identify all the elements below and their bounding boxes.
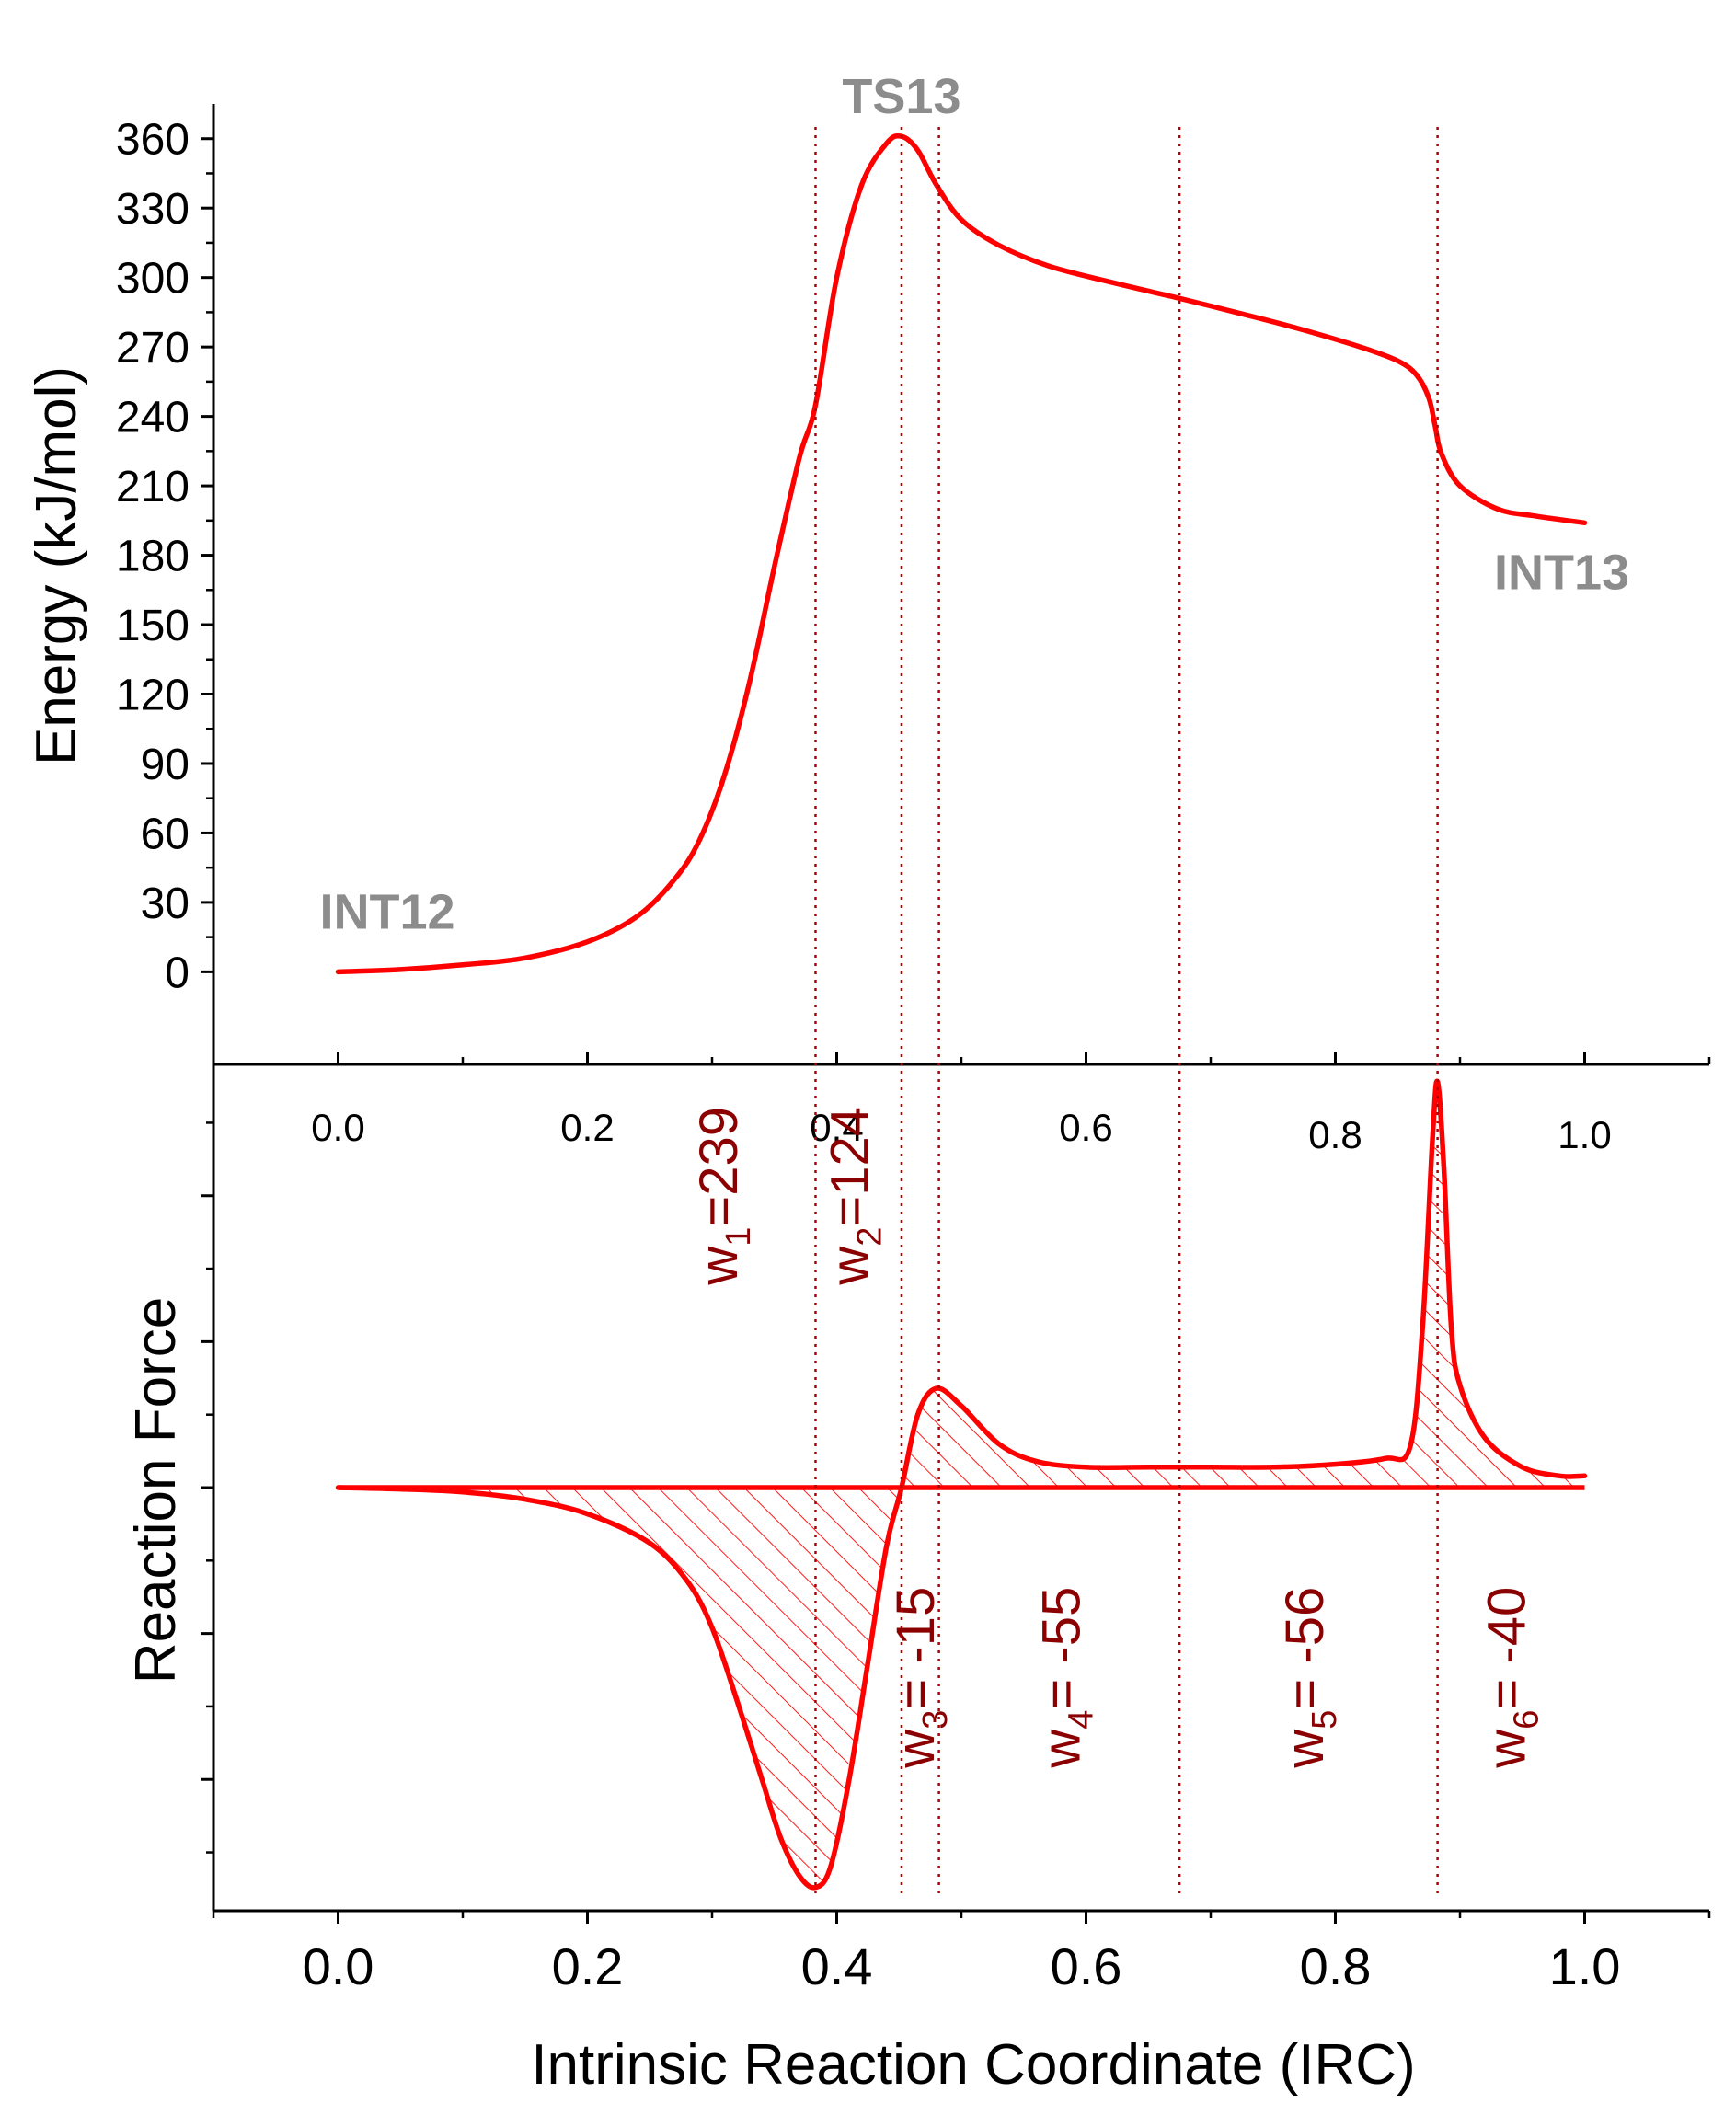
force-x-tick-label: 0.0 [303, 1937, 374, 1995]
energy-y-tick-label: 300 [116, 255, 190, 304]
work-subscript: 6 [1508, 1710, 1546, 1730]
ts13-annotation: TS13 [842, 69, 960, 124]
work-symbol: w [689, 1246, 749, 1286]
force-x-tick-label: 0.4 [801, 1937, 873, 1995]
work-label-w4: w4= -55 [1032, 1587, 1101, 1769]
force-x-ticks: 0.0 0.2 0.4 0.6 0.8 1.0 [212, 1911, 1711, 1995]
work-label-w3: w3= -15 [886, 1587, 955, 1769]
work-label-w5: w5= -56 [1275, 1587, 1344, 1769]
work-value: = -55 [1032, 1587, 1092, 1710]
energy-y-tick-label: 90 [141, 741, 190, 789]
energy-y-tick-label: 180 [116, 533, 190, 581]
work-label-w2: w2=124 [820, 1107, 889, 1286]
energy-x-ticks: 0.0 0.2 0.4 0.6 0.8 1.0 [212, 1052, 1711, 1156]
x-axis-label: Intrinsic Reaction Coordinate (IRC) [531, 2033, 1415, 2097]
work-symbol: w [1032, 1729, 1092, 1769]
force-x-tick-label: 0.2 [552, 1937, 624, 1995]
force-x-tick-label: 0.8 [1300, 1937, 1372, 1995]
work-subscript: 4 [1063, 1710, 1101, 1730]
int13-annotation: INT13 [1494, 545, 1629, 600]
energy-y-ticks: 0 30 60 90 120 150 180 210 240 270 300 330 360 [116, 116, 213, 997]
force-hatched-area [338, 1081, 1585, 1888]
work-subscript: 3 [916, 1710, 955, 1730]
energy-y-tick-label: 150 [116, 602, 190, 650]
force-y-axis-label: Reaction Force [124, 1297, 188, 1684]
work-label-w1: w1=239 [689, 1107, 758, 1286]
energy-x-tick-label: 0.8 [1308, 1113, 1362, 1156]
work-subscript: 1 [719, 1227, 758, 1247]
work-value: =124 [820, 1107, 879, 1227]
energy-y-tick-label: 240 [116, 394, 190, 443]
energy-x-tick-label: 0.2 [560, 1106, 614, 1149]
force-x-tick-label: 0.6 [1051, 1937, 1122, 1995]
work-symbol: w [820, 1246, 879, 1286]
force-x-tick-label: 1.0 [1549, 1937, 1621, 1995]
work-label-text: w6= -40 [1477, 1587, 1546, 1769]
work-label-text: w3= -15 [886, 1587, 955, 1769]
energy-y-tick-label: 210 [116, 463, 190, 512]
int12-annotation: INT12 [320, 884, 455, 939]
energy-y-tick-label: 30 [141, 879, 190, 928]
energy-y-tick-label: 120 [116, 671, 190, 719]
work-value: = -56 [1275, 1587, 1335, 1710]
work-symbol: w [1275, 1729, 1335, 1769]
energy-x-tick-label: 0.4 [810, 1106, 863, 1149]
energy-y-tick-label: 360 [116, 116, 190, 165]
energy-y-tick-label: 60 [141, 810, 190, 858]
work-subscript: 5 [1305, 1710, 1344, 1730]
work-symbol: w [1477, 1729, 1537, 1769]
work-label-w6: w6= -40 [1477, 1587, 1546, 1769]
energy-x-tick-label: 1.0 [1558, 1113, 1611, 1156]
work-value: =239 [689, 1107, 749, 1227]
force-series-line [335, 1078, 1588, 1891]
region-dividers [814, 127, 1439, 1897]
work-label-text: w5= -56 [1275, 1587, 1344, 1769]
energy-y-tick-label: 270 [116, 324, 190, 373]
reaction-force-panel: 0.0 0.2 0.4 0.6 0.8 1.0 Reaction Force Intrin… [124, 1064, 1711, 2097]
work-value: = -40 [1477, 1587, 1537, 1710]
work-symbol: w [886, 1729, 946, 1769]
energy-y-tick-label: 0 [165, 948, 190, 997]
energy-x-tick-label: 0.0 [311, 1106, 364, 1149]
force-y-ticks [201, 1121, 213, 1854]
work-value: = -15 [886, 1587, 946, 1710]
work-label-text: w4= -55 [1032, 1587, 1101, 1769]
energy-x-tick-label: 0.6 [1059, 1106, 1112, 1149]
energy-y-tick-label: 330 [116, 185, 190, 234]
work-label-text: w2=124 [820, 1107, 889, 1286]
work-subscript: 2 [850, 1227, 889, 1247]
energy-series-line [335, 132, 1588, 975]
work-label-text: w1=239 [689, 1107, 758, 1286]
energy-y-axis-label: Energy (kJ/mol) [25, 366, 88, 765]
